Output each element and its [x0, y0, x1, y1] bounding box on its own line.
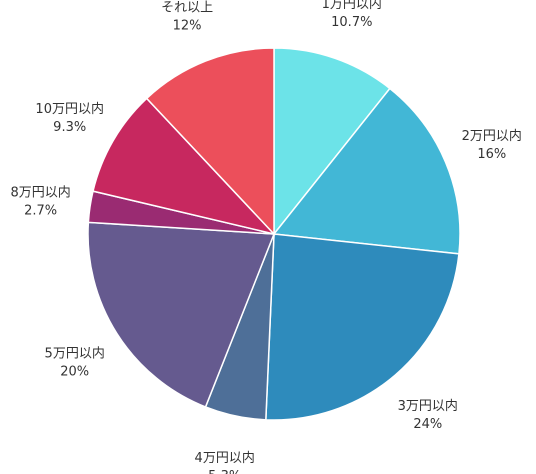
pie-slices — [87, 47, 461, 421]
slice-percent-label: 24% — [413, 417, 442, 432]
slice-label-6: 8万円以内 2.7% — [10, 184, 70, 218]
slice-category-label: 1万円以内 — [322, 0, 382, 12]
pie-slice-8 — [145, 47, 275, 236]
slice-percent-label: 2.7% — [24, 203, 57, 218]
slice-label-5: 5万円以内 20% — [45, 346, 105, 380]
slice-percent-label: 16% — [477, 147, 506, 162]
slice-category-label: 2万円以内 — [462, 128, 522, 144]
slice-category-label: 5万円以内 — [45, 346, 105, 362]
slice-label-4: 4万円以内 5.3% — [195, 450, 255, 474]
pie-slice-3 — [265, 233, 460, 421]
slice-percent-label: 5.3% — [208, 469, 241, 474]
slice-percent-label: 9.3% — [53, 120, 86, 135]
slice-category-label: 4万円以内 — [195, 450, 255, 466]
slice-label-7: 10万円以内 9.3% — [35, 101, 104, 135]
slice-percent-label: 12% — [173, 19, 202, 34]
pie-slice-5 — [87, 221, 276, 408]
slice-percent-label: 20% — [60, 365, 89, 380]
slice-label-1: 1万円以内 10.7% — [322, 0, 382, 30]
slice-percent-label: 10.7% — [331, 15, 372, 30]
pie-slice-1 — [273, 47, 391, 237]
slice-label-8: それ以上 12% — [161, 1, 213, 34]
slice-category-label: 10万円以内 — [35, 101, 104, 117]
slice-category-label: それ以上 — [161, 1, 213, 16]
pie-slice-7 — [92, 97, 277, 236]
pie-slice-2 — [272, 87, 461, 255]
pie-labels: 1万円以内 10.7% 2万円以内 16% 3万円以内 24% 4万円以内 5.3% 5万円以内… — [10, 0, 521, 474]
slice-category-label: 3万円以内 — [398, 398, 458, 414]
slice-category-label: 8万円以内 — [10, 184, 70, 200]
slice-label-2: 2万円以内 16% — [462, 128, 522, 162]
slice-label-3: 3万円以内 24% — [398, 398, 458, 432]
